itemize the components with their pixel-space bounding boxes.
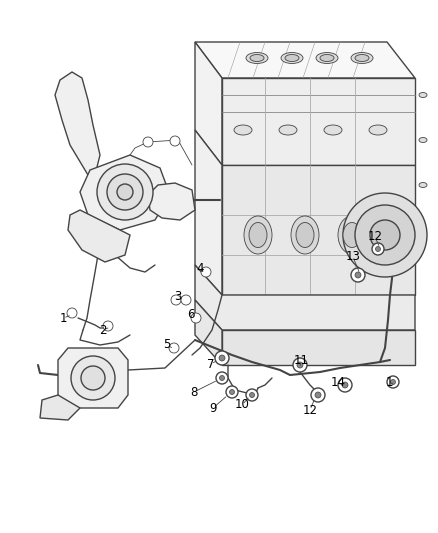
Ellipse shape [249,222,267,247]
Circle shape [191,313,201,323]
Ellipse shape [369,125,387,135]
Circle shape [219,355,225,361]
Ellipse shape [316,52,338,63]
Circle shape [338,378,352,392]
Ellipse shape [234,125,252,135]
Circle shape [250,392,254,398]
Circle shape [117,184,133,200]
Ellipse shape [343,222,361,247]
Polygon shape [195,42,415,78]
Polygon shape [55,72,100,175]
Ellipse shape [296,222,314,247]
Polygon shape [195,265,415,330]
Circle shape [355,205,415,265]
Circle shape [311,388,325,402]
Polygon shape [58,348,128,408]
Circle shape [342,382,348,388]
Ellipse shape [419,138,427,142]
Circle shape [170,136,180,146]
Text: 7: 7 [207,358,215,370]
Circle shape [315,392,321,398]
Text: 3: 3 [174,289,182,303]
Polygon shape [40,395,80,420]
Text: 5: 5 [163,338,171,351]
Circle shape [355,272,361,278]
Polygon shape [222,78,415,165]
Circle shape [169,343,179,353]
Circle shape [97,164,153,220]
Circle shape [181,295,191,305]
Polygon shape [80,155,170,230]
Circle shape [81,366,105,390]
Circle shape [246,389,258,401]
Polygon shape [68,210,130,262]
Ellipse shape [320,54,334,61]
Circle shape [201,267,211,277]
Circle shape [387,376,399,388]
Ellipse shape [419,182,427,188]
Ellipse shape [355,54,369,61]
Text: 8: 8 [191,385,198,399]
Circle shape [351,268,365,282]
Circle shape [171,295,181,305]
Polygon shape [195,300,222,365]
Ellipse shape [291,216,319,254]
Circle shape [293,358,307,372]
Circle shape [370,220,400,250]
Text: 10: 10 [235,399,249,411]
Circle shape [215,351,229,365]
Circle shape [71,356,115,400]
Text: 1: 1 [385,376,393,389]
Text: 14: 14 [331,376,346,389]
Ellipse shape [279,125,297,135]
Ellipse shape [338,216,366,254]
Polygon shape [222,330,415,365]
Circle shape [343,193,427,277]
Ellipse shape [285,54,299,61]
Ellipse shape [419,93,427,98]
Circle shape [375,246,381,252]
Ellipse shape [246,52,268,63]
Circle shape [372,243,384,255]
Polygon shape [148,183,195,220]
Circle shape [391,379,396,384]
Text: 12: 12 [367,230,382,244]
Polygon shape [195,42,222,165]
Text: 11: 11 [293,354,308,367]
Circle shape [143,137,153,147]
Text: 12: 12 [303,403,318,416]
Circle shape [107,174,143,210]
Text: 9: 9 [209,401,217,415]
Text: 4: 4 [196,262,204,274]
Polygon shape [222,165,415,295]
Ellipse shape [324,125,342,135]
Circle shape [297,362,303,368]
Circle shape [230,390,234,394]
Text: 13: 13 [346,251,360,263]
Circle shape [219,376,225,381]
Ellipse shape [250,54,264,61]
Circle shape [226,386,238,398]
Text: 1: 1 [59,311,67,325]
Text: 2: 2 [99,324,107,336]
Ellipse shape [281,52,303,63]
Circle shape [103,321,113,331]
Ellipse shape [244,216,272,254]
Circle shape [67,308,77,318]
Ellipse shape [351,52,373,63]
Circle shape [216,372,228,384]
Polygon shape [195,130,222,295]
Text: 6: 6 [187,308,195,320]
